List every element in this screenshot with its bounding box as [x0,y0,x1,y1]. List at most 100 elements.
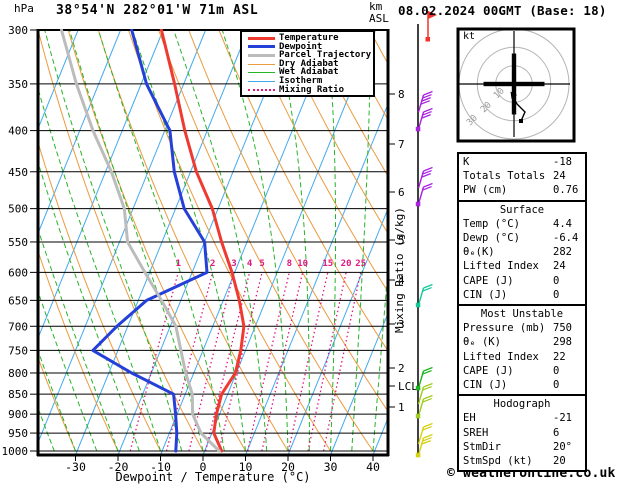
panel-row-value: 0.76 [553,184,579,197]
hodograph-trace-start-marker [519,119,523,123]
barb-marker [415,413,421,419]
panel-row-label: Lifted Index [463,260,539,273]
hodograph-trace [511,94,526,122]
mixing-ratio-value-label: 5 [259,259,264,269]
km-tick-label: 5 [398,234,405,247]
legend-item: Dry Adiabat [242,58,373,69]
panel-row-label: PW (cm) [463,184,508,197]
barb-marker [425,37,430,42]
km-tick-label: LCL [398,380,418,393]
panel-row-label: θₑ(K) [463,246,495,259]
wind-barb [415,433,433,458]
legend-line-sample [248,72,275,74]
panel-row: CIN (J) 0 [459,378,585,392]
mixing-ratio-line [287,272,329,452]
wind-barb [415,366,433,391]
isotherm-line [245,102,388,456]
legend-line-sample [248,45,275,49]
mixing-ratio-line [165,272,214,452]
panel-row-value: 4.4 [553,217,572,230]
pressure-tick-label: 900 [8,408,28,421]
panel-row-value: -6.4 [553,232,579,245]
panel-row-value: 20 [553,455,566,468]
altitude-axis-unit: km ASL [369,1,389,25]
legend: Temperature Dewpoint Parcel Trajectory Dry … [240,30,375,98]
temp-tick-label: 0 [200,460,207,474]
barb-marker [415,126,421,132]
wind-barb [425,11,437,42]
mixing-ratio-value-label: 8 [287,259,292,269]
wind-barb [415,394,433,419]
station-title: 38°54'N 282°01'W 71m ASL [56,3,259,18]
isotherm-line [202,29,377,456]
temp-tick-label: 10 [239,460,253,474]
panel-row-value: 22 [553,350,566,363]
panel-row-value: 20° [553,440,572,453]
legend-line-sample [248,53,275,57]
pressure-tick-label: 550 [8,236,28,249]
dry-adiabat-line [278,29,388,235]
km-tick-label: 8 [398,88,405,101]
wet-adiabat-line [351,29,371,452]
panel-row: Temp (°C) 4.4 [459,217,585,231]
panel-row-label: CIN (J) [463,288,508,301]
pressure-tick-label: 350 [8,78,28,91]
km-tick-label: 2 [398,362,405,375]
profiles [60,29,246,453]
panel-row-label: Dewp (°C) [463,232,520,245]
panel-row-value: 750 [553,322,572,335]
mixing-ratio-value-label: 25 [355,259,366,269]
temperature-curve [159,29,246,453]
pressure-tick-label: 400 [8,125,28,138]
panel-section: K -18 Totals Totals 24 PW (cm) 0.76 [459,154,585,200]
barb-marker [415,385,421,391]
wind-barb [417,90,433,113]
legend-label: Isotherm [279,75,323,86]
panel-section-title: Surface [499,203,545,216]
pressure-tick-label: 950 [8,427,28,440]
pressure-tick-label: 600 [8,266,28,279]
panel-row-label: Temp (°C) [463,217,520,230]
panel-row-value: 0 [553,364,560,377]
panel-section-title: Hodograph [493,398,551,411]
panel-row-value: 0 [553,274,560,287]
dry-adiabat-line [248,29,388,293]
dry-adiabat-line [38,356,76,452]
wet-adiabat-line [372,263,388,452]
panel-row: EH -21 [459,411,585,425]
panel-row: SREH 6 [459,426,585,440]
temp-tick-label: 30 [324,460,338,474]
pressure-tick-label: 300 [8,24,28,37]
pressure-tick-label: 700 [8,320,28,333]
wind-barb [415,107,433,132]
pressure-tick-label: 450 [8,166,28,179]
pressure-tick-label: 650 [8,294,28,307]
km-tick-label: 3 [398,318,405,331]
legend-item: Isotherm [242,77,373,86]
temp-tick-label: -10 [150,460,171,474]
panel-row-value: 24 [553,170,566,183]
legend-label: Dry Adiabat [279,58,339,69]
panel-row-value: 0 [553,288,560,301]
panel-row-value: 282 [553,246,572,259]
panel-row-label: Lifted Index [463,350,539,363]
barb-marker [415,302,421,308]
panel-row: StmSpd (kt) 20 [459,454,585,468]
pressure-axis-unit: hPa [14,2,34,15]
hodograph-unit-label: kt [463,31,476,42]
legend-item: Dewpoint [242,42,373,52]
panel-section: Most Unstable Pressure (mb) 750 θₑ (K) 298 Li… [459,304,585,394]
panel-row-label: θₑ (K) [463,336,501,349]
hodograph-ring-label: 10 [492,86,507,101]
km-tick-label: 6 [398,186,405,199]
panel-row-value: -18 [553,156,572,168]
temp-tick-label: -20 [108,460,129,474]
panel-row-value: 0 [553,379,560,392]
panel-row: CIN (J) 0 [459,288,585,302]
panel-row: K -18 [459,155,585,169]
isotherm-line [38,29,122,235]
isotherm-line [75,29,249,456]
